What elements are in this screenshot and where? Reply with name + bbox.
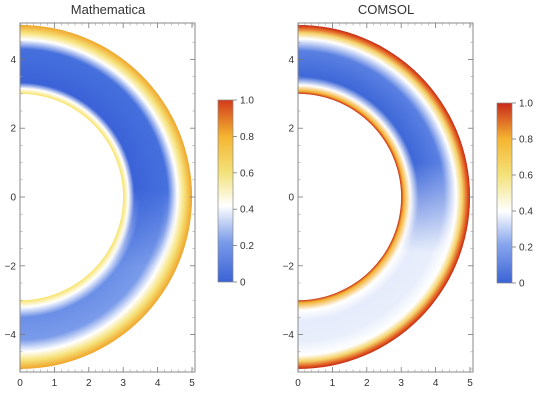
colorbar-tick-label: 0	[240, 278, 246, 289]
annulus-heatmap	[20, 25, 192, 369]
y-tick-label: −2	[283, 261, 295, 272]
plot-frame	[297, 22, 474, 373]
colorbar-tick-label: 0.8	[240, 132, 254, 143]
axes: 0 1 2 3 4 5 −4 −2 0 2 4	[283, 23, 473, 389]
plot-frame	[19, 22, 196, 373]
x-tick-label: 4	[155, 378, 161, 389]
x-tick-label: 4	[433, 378, 439, 389]
colorbar-tick-label: 0.6	[240, 168, 254, 179]
colorbar-tick-label: 0.2	[519, 243, 533, 254]
colorbar-tick-label: 0.8	[519, 135, 533, 146]
annulus-fill-top	[20, 25, 192, 369]
axes: 0 1 2 3 4 5 −4 −2 0 2 4	[5, 23, 195, 389]
colorbar-tick-label: 1.0	[519, 99, 533, 110]
y-tick-label: 4	[288, 55, 294, 66]
colorbar-gradient	[496, 102, 513, 284]
y-tick-label: 0	[288, 193, 294, 204]
colorbar-ticks: 0 0.2 0.4 0.6 0.8 1.0	[233, 96, 254, 289]
y-tick-label: −2	[5, 261, 17, 272]
x-tick-label: 3	[120, 378, 126, 389]
colorbar-tick-label: 0	[519, 279, 525, 290]
x-tick-label: 5	[467, 378, 473, 389]
panel-comsol: COMSOL 0 1 2 3 4 5 −4 −2 0 2 4 0 0.2 0.4 0.6 0.8 1.0	[283, 2, 534, 389]
annulus-heatmap	[298, 25, 470, 369]
x-tick-label: 2	[364, 378, 370, 389]
y-tick-label: 0	[10, 193, 16, 204]
colorbar-tick-label: 0.4	[519, 207, 533, 218]
x-tick-label: 2	[86, 378, 92, 389]
y-tick-label: −4	[5, 330, 17, 341]
colorbar: 0 0.2 0.4 0.6 0.8 1.0	[496, 99, 533, 290]
colorbar-tick-label: 0.6	[519, 171, 533, 182]
colorbar-gradient	[217, 99, 234, 283]
annulus-fill-top	[298, 25, 470, 369]
x-tick-label: 0	[17, 378, 23, 389]
colorbar: 0 0.2 0.4 0.6 0.8 1.0	[217, 96, 254, 289]
colorbar-tick-label: 1.0	[240, 96, 254, 107]
x-tick-label: 0	[295, 378, 301, 389]
x-tick-label: 1	[330, 378, 336, 389]
panel-mathematica: Mathematica 0 1 2 3 4 5 −4 −2 0 2 4 0 0.2 0.4 0.6 0.8 1…	[5, 2, 255, 389]
x-tick-label: 3	[398, 378, 404, 389]
y-tick-label: 4	[10, 55, 16, 66]
y-tick-label: 2	[10, 124, 16, 135]
y-tick-label: 2	[288, 124, 294, 135]
x-tick-label: 5	[189, 378, 195, 389]
chart-title: Mathematica	[71, 2, 146, 17]
y-tick-label: −4	[283, 330, 295, 341]
colorbar-tick-label: 0.4	[240, 205, 254, 216]
colorbar-ticks: 0 0.2 0.4 0.6 0.8 1.0	[512, 99, 533, 290]
x-tick-label: 1	[52, 378, 58, 389]
colorbar-tick-label: 0.2	[240, 241, 254, 252]
chart-title: COMSOL	[358, 2, 414, 17]
